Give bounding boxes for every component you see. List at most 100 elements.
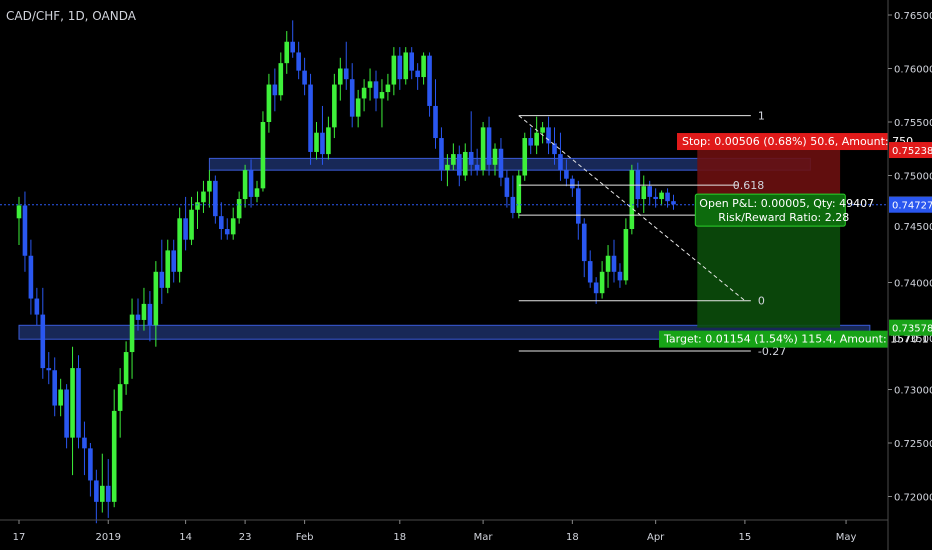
price-axis[interactable]: 0.76500 0.76000 0.75500 0.75000 0.74000 0.730… [887,0,932,550]
candle [260,111,266,192]
candle-body [522,138,528,176]
pnl-box [694,193,846,227]
candle-body [349,79,355,117]
candle [581,218,587,278]
candle-body [266,84,272,122]
candle [52,357,57,417]
candle-body [171,250,176,272]
price-badge [889,196,932,213]
candle-body [153,271,159,326]
candle [284,31,290,74]
candle [671,194,676,210]
candle-body [70,368,75,438]
price-badge [889,319,932,336]
candle [480,122,486,176]
candle [147,291,153,342]
candle-body [534,132,539,146]
candle-body [617,271,623,281]
time-tick-label: 23 [239,532,252,543]
candle [528,127,533,155]
candle [564,159,569,187]
candle [326,116,331,160]
candle [665,188,670,208]
candle-body [129,314,135,353]
candle-body [230,218,236,235]
candle [82,421,87,476]
time-tick-label: Mar [474,532,494,543]
candle-body [480,127,486,171]
candle [451,143,456,171]
candle [445,154,450,187]
candle [540,122,545,144]
candle-body [111,410,117,502]
candle-body [397,55,403,80]
candle-body [320,132,325,155]
candle [58,378,63,417]
candle-body [671,201,676,205]
candle-body [260,122,266,189]
candle [468,111,474,176]
candle-body [593,282,599,294]
candle [605,245,611,288]
price-tick-label: 0.73000 [894,386,932,397]
candle-body [284,41,290,64]
candle [64,384,69,449]
fib-level-label: -0.27 [758,345,786,358]
candle-body [558,154,563,171]
price-tick-label: 0.76000 [894,65,932,76]
candle-body [183,218,188,240]
candle [248,159,254,208]
fibonacci-extension[interactable]: 1 0.618 0 -0.27 [518,110,787,358]
candle-body [379,92,385,99]
candle [486,116,492,176]
candle [230,207,236,240]
candle-body [546,127,551,144]
candle-body [326,127,331,155]
candle-body [16,205,22,219]
candle-body [207,180,212,192]
candle-body [272,84,278,96]
candle-body [641,186,647,200]
candle-body [611,255,617,272]
candle-body [439,138,444,171]
candle [28,239,34,315]
candle [242,164,248,208]
candle [361,79,367,112]
candle-body [486,127,492,165]
candle-body [46,368,52,371]
candle [153,261,159,347]
candle [224,218,230,240]
candle-body [474,164,480,171]
candle-body [462,151,468,176]
candle-body [576,188,581,224]
candle [391,47,397,96]
candle [349,63,355,128]
candle-body [659,192,664,200]
candle-body [468,151,474,165]
candle-body [391,55,397,85]
candle [623,218,629,285]
candle-body [177,218,182,272]
candle [403,47,409,85]
candle [16,196,22,246]
candle-body [504,177,510,197]
candle [94,469,99,524]
candle [599,261,605,299]
candle [159,239,165,304]
candle-body [570,178,575,189]
time-axis[interactable]: 17 2019 14 23 Feb 18 Mar 18 Apr 15 May [0,519,888,543]
candle [474,148,480,176]
time-tick-label: 17 [13,532,26,543]
candle [653,188,658,208]
candle [105,459,111,518]
candle [659,190,664,206]
candle [123,341,129,395]
candle-body [34,298,40,315]
candle [338,57,343,101]
candle-body [492,148,498,165]
candle-body [248,170,254,197]
fib-level-label: 0 [758,295,765,308]
candle-body [647,186,652,197]
candle-body [308,84,313,152]
